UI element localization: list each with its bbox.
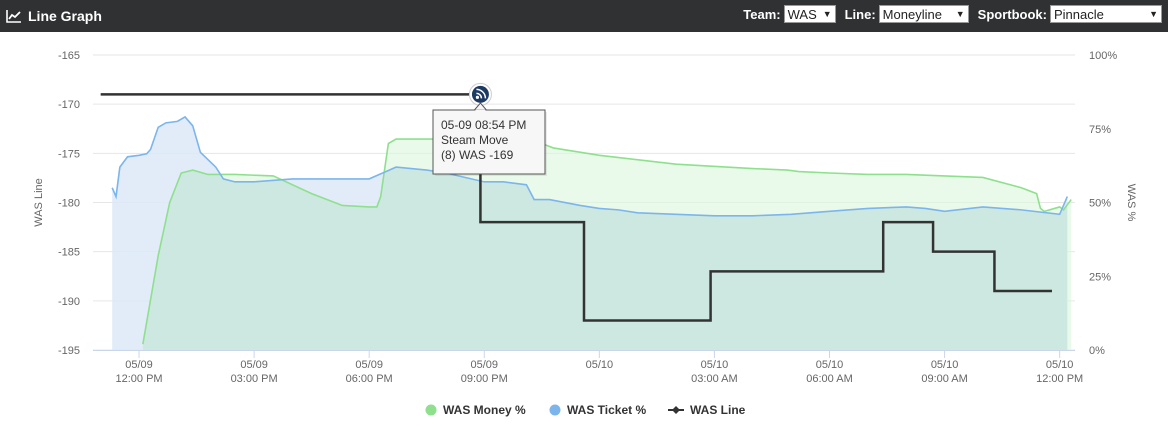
- team-label: Team:: [743, 6, 781, 22]
- sportbook-label: Sportbook:: [977, 6, 1047, 22]
- y-tick-label-left: -175: [58, 148, 80, 160]
- y-axis-title-right: WAS %: [1125, 184, 1137, 222]
- line-select[interactable]: Moneyline ▼: [878, 5, 969, 23]
- line-select-value: Moneyline: [882, 6, 942, 22]
- x-tick-label-time: 03:00 PM: [231, 373, 278, 385]
- y-tick-label-left: -170: [58, 99, 80, 111]
- chevron-down-icon: ▼: [822, 9, 832, 19]
- x-tick-label-date: 05/10: [1046, 359, 1074, 371]
- rss-icon-arc: [476, 92, 483, 99]
- x-tick-label-time: 06:00 AM: [806, 373, 852, 385]
- legend-marker-diamond: [672, 406, 680, 414]
- y-tick-label-left: -185: [58, 247, 80, 259]
- legend-marker: [549, 404, 561, 416]
- x-tick-label-time: 09:00 PM: [461, 373, 508, 385]
- y-tick-label-right: 100%: [1089, 50, 1117, 62]
- sportbook-select-value: Pinnacle: [1054, 6, 1104, 22]
- sportbook-select[interactable]: Pinnacle ▼: [1050, 5, 1162, 23]
- chevron-down-icon: ▼: [1149, 9, 1158, 19]
- x-tick-label-time: 03:00 AM: [691, 373, 737, 385]
- y-tick-label-left: -195: [58, 345, 80, 357]
- x-tick-label-date: 05/10: [816, 359, 844, 371]
- y-axis-title-left: WAS Line: [33, 178, 45, 227]
- team-select-value: WAS: [787, 6, 817, 22]
- legend-marker: [425, 404, 437, 416]
- chart-title: Line Graph: [6, 0, 102, 32]
- x-tick-label-date: 05/09: [355, 359, 383, 371]
- x-tick-label-date: 05/09: [471, 359, 499, 371]
- y-tick-label-left: -190: [58, 296, 80, 308]
- tooltip-line: (8) WAS -169: [441, 148, 514, 162]
- chart-header: Line Graph Team: WAS ▼ Line: Moneyline ▼…: [0, 0, 1168, 32]
- x-tick-label-date: 05/10: [701, 359, 729, 371]
- team-select[interactable]: WAS ▼: [783, 5, 836, 23]
- tooltip-line: Steam Move: [441, 133, 509, 147]
- x-tick-label-time: 12:00 PM: [1036, 373, 1083, 385]
- y-tick-label-right: 25%: [1089, 271, 1111, 283]
- y-tick-label-right: 75%: [1089, 124, 1111, 136]
- x-tick-label-time: 09:00 AM: [921, 373, 967, 385]
- y-tick-label-left: -180: [58, 198, 80, 210]
- legend-label: WAS Ticket %: [567, 403, 646, 417]
- x-tick-label-date: 05/09: [240, 359, 268, 371]
- rss-icon-dot: [475, 95, 480, 99]
- line-graph-chart: -165 -170 -175 -180 -185 -190 -195 100% 75% 50% 25…: [33, 50, 1137, 417]
- x-tick-label-time: 12:00 PM: [115, 373, 162, 385]
- x-tick-label-date: 05/09: [125, 359, 153, 371]
- was-line-series: [100, 93, 1052, 322]
- line-chart-icon: [6, 9, 22, 23]
- chart-title-text: Line Graph: [28, 8, 102, 24]
- chart-controls: Team: WAS ▼ Line: Moneyline ▼ Sportbook:…: [734, 5, 1162, 23]
- y-tick-label-left: -165: [58, 50, 80, 62]
- x-tick-label-time: 06:00 PM: [346, 373, 393, 385]
- tooltip-box: [432, 109, 546, 175]
- overlap-area: [142, 139, 1068, 350]
- rss-icon-arc: [476, 88, 487, 99]
- legend-label: WAS Line: [690, 403, 746, 417]
- line-label: Line:: [844, 6, 876, 22]
- y-tick-label-right: 0%: [1089, 345, 1105, 357]
- x-tick-label-date: 05/10: [931, 359, 959, 371]
- tooltip-line: 05-09 08:54 PM: [441, 118, 526, 132]
- chevron-down-icon: ▼: [955, 9, 965, 19]
- y-tick-label-right: 50%: [1089, 198, 1111, 210]
- legend-label: WAS Money %: [443, 403, 526, 417]
- x-tick-label-date: 05/10: [586, 359, 614, 371]
